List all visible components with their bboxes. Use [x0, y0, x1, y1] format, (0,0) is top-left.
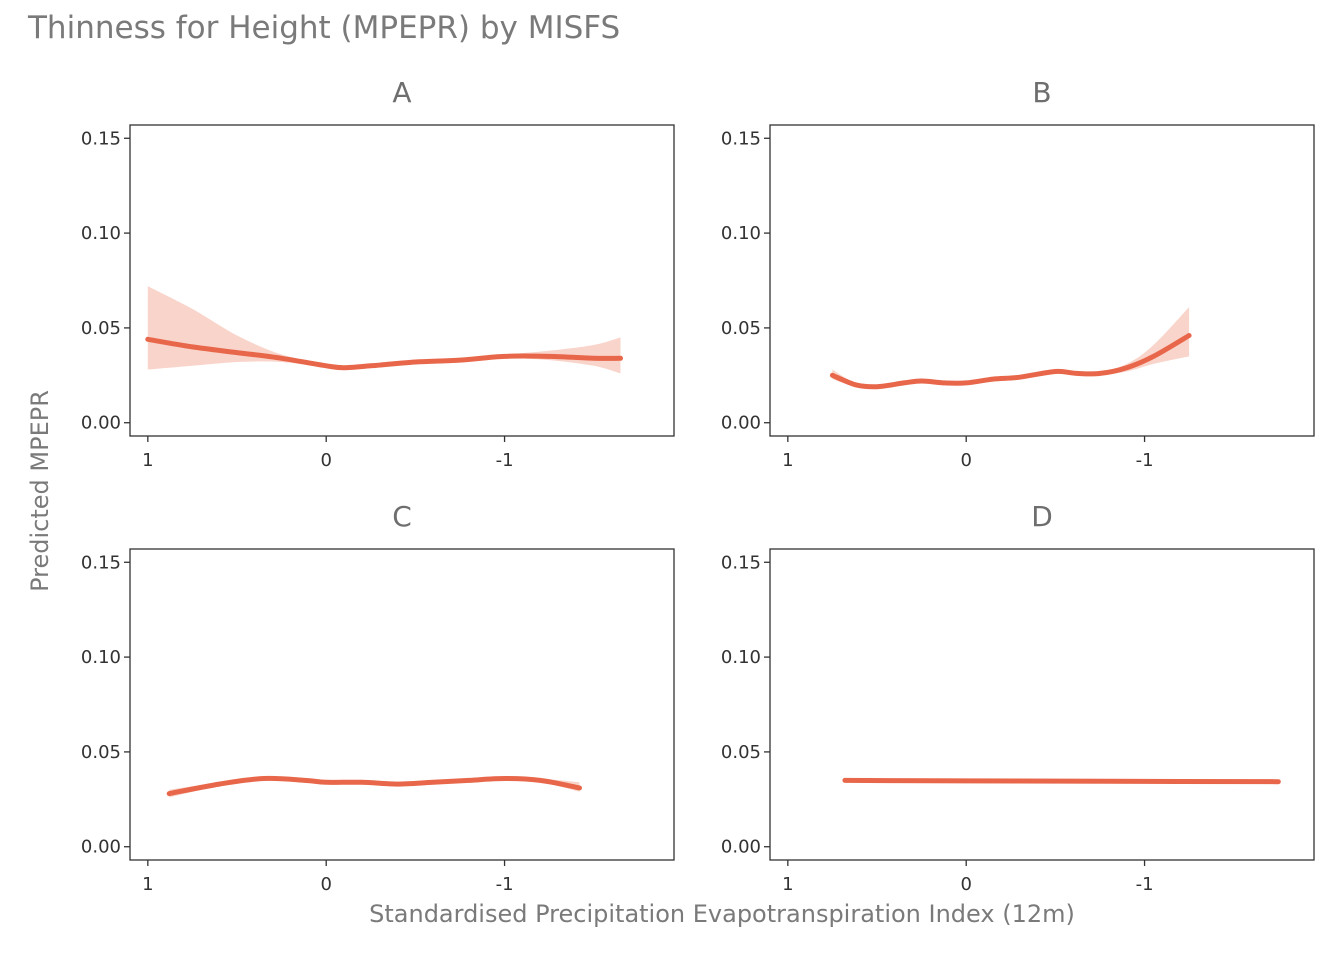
x-axis-title: Standardised Precipitation Evapotranspir…: [369, 900, 1075, 928]
y-tick-label: 0.00: [81, 413, 121, 434]
x-tick-label: 1: [782, 874, 793, 895]
x-tick-label: -1: [1136, 450, 1154, 471]
x-tick-label: 0: [960, 450, 971, 471]
chart-title: Thinness for Height (MPEPR) by MISFS: [27, 10, 620, 46]
y-tick-label: 0.00: [721, 837, 761, 858]
x-tick-label: 0: [320, 450, 331, 471]
x-tick-label: 1: [782, 450, 793, 471]
confidence-ribbon: [147, 286, 621, 374]
y-tick-label: 0.15: [721, 128, 761, 149]
fitted-line: [145, 336, 623, 371]
panel-frame: [129, 548, 675, 861]
x-tick-label: 1: [142, 874, 153, 895]
y-tick-label: 0.10: [81, 223, 121, 244]
y-tick-label: 0.10: [721, 647, 761, 668]
y-tick-label: 0.15: [721, 552, 761, 573]
y-tick-label: 0.15: [81, 128, 121, 149]
y-tick-label: 0.00: [81, 837, 121, 858]
panel-frame: [129, 124, 675, 437]
y-axis-title: Predicted MPEPR: [26, 390, 54, 592]
panel-c: C 0.00 0.05 0.10 0.15 1 0 -1: [81, 500, 675, 895]
y-tick-label: 0.05: [721, 742, 761, 763]
y-tick-label: 0.00: [721, 413, 761, 434]
panel-frame: [769, 548, 1315, 861]
y-tick-label: 0.05: [81, 742, 121, 763]
fitted-line: [829, 333, 1192, 390]
y-tick-label: 0.05: [81, 318, 121, 339]
panel-d: D 0.00 0.05 0.10 0.15 1 0 -1: [721, 500, 1315, 895]
panel-label: B: [1032, 76, 1051, 109]
fitted-line: [842, 777, 1281, 785]
x-tick-label: -1: [496, 874, 514, 895]
panel-frame: [769, 124, 1315, 437]
fitted-line: [166, 775, 582, 797]
panel-a: A 0.00 0.05 0.10 0.15 1 0 -1: [81, 76, 675, 471]
x-tick-label: -1: [496, 450, 514, 471]
y-tick-label: 0.05: [721, 318, 761, 339]
x-tick-label: -1: [1136, 874, 1154, 895]
panel-b: B 0.00 0.05 0.10 0.15 1 0 -1: [721, 76, 1315, 471]
x-tick-label: 0: [960, 874, 971, 895]
x-tick-label: 1: [142, 450, 153, 471]
panels: A0.000.050.100.151 0 -1B0.000.050.100.151 0…: [81, 76, 1315, 895]
y-tick-label: 0.10: [81, 647, 121, 668]
x-tick-label: 0: [320, 874, 331, 895]
panel-label: C: [392, 500, 412, 533]
panel-label: A: [392, 76, 411, 109]
panel-label: D: [1031, 500, 1053, 533]
y-tick-label: 0.15: [81, 552, 121, 573]
y-tick-label: 0.10: [721, 223, 761, 244]
